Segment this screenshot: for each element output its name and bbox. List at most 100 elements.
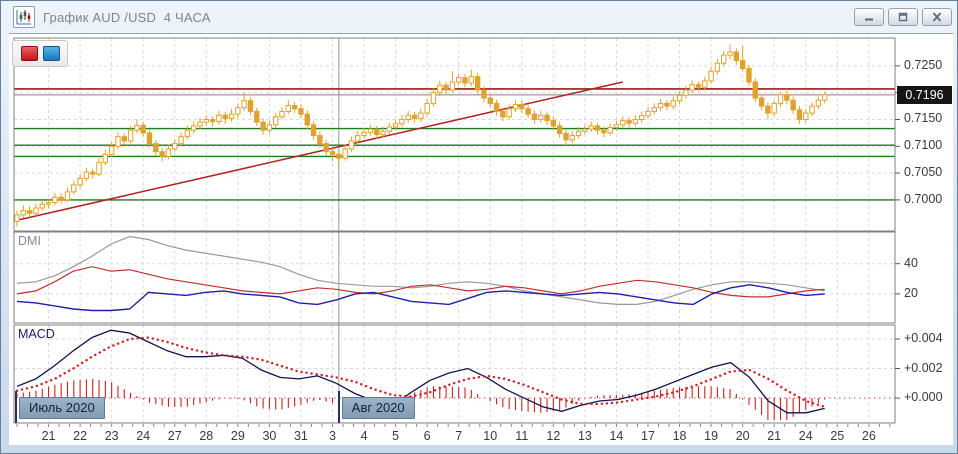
price-axis-label: 0.7050 (904, 165, 943, 180)
candle (575, 130, 582, 137)
month-separator-tick-august (337, 391, 340, 423)
candle (172, 143, 178, 150)
candle (632, 118, 639, 124)
chart-icon (13, 6, 35, 28)
candle (235, 107, 241, 115)
candle (821, 94, 828, 101)
macd-axis-label: +0.000 (904, 390, 943, 405)
candle (506, 108, 512, 118)
chart-client-area[interactable]: DMI MACD Июль 2020 Авг 2020 0.7196 0.725… (9, 33, 953, 445)
restore-button[interactable] (888, 8, 918, 26)
candle (52, 196, 58, 204)
month-marker-august: Авг 2020 (341, 397, 415, 419)
price-axis-label: 0.7000 (904, 191, 943, 206)
candle (746, 68, 752, 83)
candle (645, 110, 651, 117)
candle (519, 103, 525, 110)
price-axis-label: 0.7100 (904, 138, 943, 153)
candle (664, 102, 670, 107)
candle (550, 120, 557, 127)
buy-button[interactable] (42, 46, 60, 61)
candle (525, 108, 531, 115)
candle (115, 136, 121, 147)
candle (386, 126, 392, 132)
chart-canvas[interactable] (9, 33, 953, 445)
candle (209, 118, 216, 123)
time-axis-label: 7 (455, 429, 463, 443)
candle (569, 135, 575, 141)
time-axis-label: 5 (392, 429, 400, 443)
month-separator-tick-july (15, 391, 17, 423)
candle (601, 129, 607, 134)
current-price-tag: 0.7196 (897, 85, 952, 104)
candle (260, 121, 266, 131)
candle (449, 81, 456, 91)
dmi-axis-label: 20 (904, 285, 918, 300)
candle (443, 84, 449, 91)
candle (184, 129, 191, 138)
candle (620, 120, 626, 126)
window-title: График AUD /USD 4 ЧАСА (43, 9, 211, 25)
candle (556, 125, 563, 134)
candle (33, 207, 39, 214)
close-button[interactable] (922, 8, 952, 26)
minimize-button[interactable] (854, 8, 884, 26)
time-axis-label: 29 (230, 429, 245, 443)
candle (178, 136, 184, 145)
candle (216, 114, 222, 123)
price-axis-label: 0.7150 (904, 111, 943, 126)
time-axis-label: 17 (641, 429, 655, 443)
candle (437, 84, 443, 94)
window-controls (854, 8, 952, 26)
candle (134, 124, 140, 131)
candle (77, 177, 83, 186)
candles-series (14, 44, 828, 227)
candle (474, 76, 481, 91)
sell-button[interactable] (20, 46, 38, 61)
candle (153, 143, 159, 153)
candle (657, 102, 664, 109)
candle (203, 118, 210, 123)
candle (468, 76, 475, 84)
candle (531, 113, 538, 120)
candle (247, 100, 254, 112)
candle (291, 105, 298, 110)
candle (790, 99, 796, 111)
time-axis-label: 6 (423, 429, 431, 443)
candle (708, 70, 714, 82)
candle (563, 132, 569, 141)
time-axis-label: 25 (830, 429, 845, 443)
candle (241, 100, 247, 109)
time-axis-label: 13 (577, 429, 592, 443)
candle (373, 128, 380, 135)
time-axis-label: 30 (262, 429, 277, 443)
candle (298, 108, 304, 115)
candle (714, 62, 721, 72)
candle (228, 113, 235, 119)
candle (39, 203, 45, 209)
time-axis-label: 3 (329, 429, 336, 443)
candle (796, 109, 803, 120)
candle (45, 202, 52, 205)
candle (108, 145, 115, 155)
title-bar[interactable]: График AUD /USD 4 ЧАСА (1, 1, 957, 33)
time-axis-label: 31 (293, 429, 308, 443)
macd-line (16, 329, 825, 414)
candle (418, 112, 424, 119)
candle (676, 94, 683, 102)
candle (765, 105, 771, 114)
candle (83, 171, 90, 179)
candle (784, 94, 790, 101)
candle (323, 143, 329, 153)
candle (165, 148, 172, 157)
candle (329, 151, 336, 155)
candle (380, 130, 386, 135)
candle (96, 161, 102, 175)
candle (367, 128, 374, 133)
candle (140, 124, 146, 134)
candle (310, 124, 317, 137)
time-axis-label: 27 (167, 429, 182, 443)
candle (405, 114, 411, 120)
dmi-minus-di-line (16, 284, 825, 312)
